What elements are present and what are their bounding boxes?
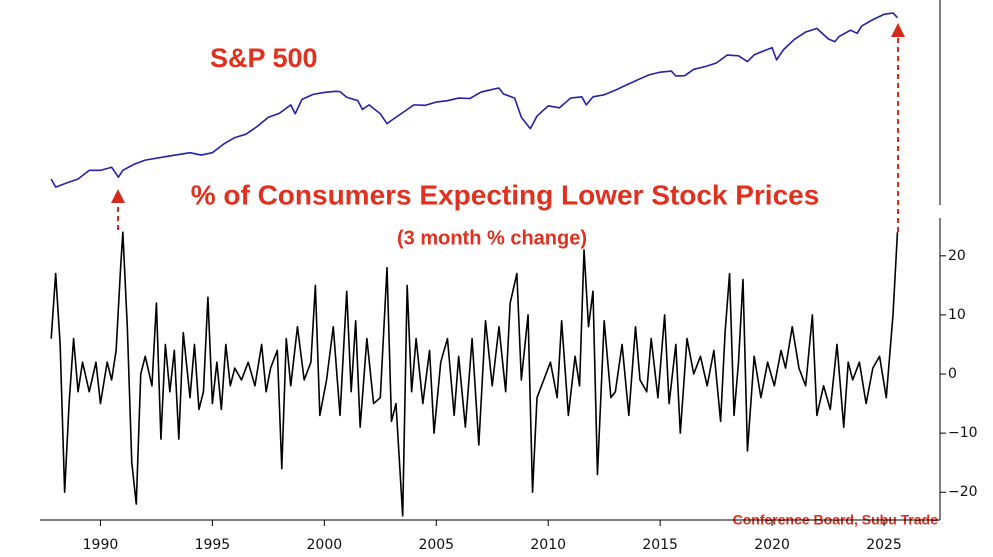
x-tick-label: 2010 <box>530 537 566 553</box>
chart-subtitle: (3 month % change) <box>397 227 587 249</box>
x-tick-label: 2005 <box>418 537 454 553</box>
x-tick-label: 1995 <box>195 537 231 553</box>
x-tick-label: 2025 <box>866 537 902 553</box>
chart-title: % of Consumers Expecting Lower Stock Pri… <box>191 179 820 210</box>
y-tick-label: 0 <box>948 366 957 382</box>
x-tick-label: 2015 <box>642 537 678 553</box>
y-tick-label: −20 <box>948 484 978 500</box>
x-tick-label: 2020 <box>754 537 790 553</box>
y-tick-label: −10 <box>948 425 978 441</box>
data-line <box>50 12 899 188</box>
y-tick-label: 10 <box>948 307 966 323</box>
data-line <box>50 231 899 517</box>
x-tick-label: 2000 <box>307 537 343 553</box>
sp500-title: S&P 500 <box>210 43 318 73</box>
x-tick-label: 1990 <box>83 537 119 553</box>
y-tick-label: 20 <box>948 248 966 264</box>
